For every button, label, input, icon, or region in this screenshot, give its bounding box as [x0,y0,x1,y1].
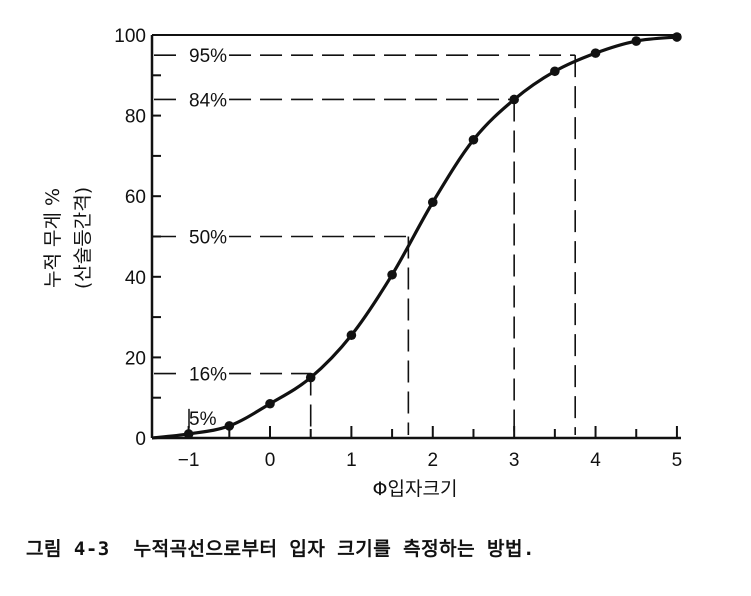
data-point [387,269,397,280]
data-point [468,134,479,145]
data-point [305,372,316,383]
y-tick-label: 80 [125,107,146,128]
axis-labels: 0 20 40 60 80 100 −1 0 1 2 3 4 5 5% 16% 50% 84% 95% [114,26,682,471]
y-axis-title: 누적 무게 % (산술등간격) [42,187,94,289]
x-tick-label: 5 [672,450,683,471]
data-point [550,66,560,77]
percentile-label: 84% [189,90,227,111]
data-point [183,429,194,439]
x-tick-label: 4 [590,450,601,471]
y-axis-title-line2: (산술등간격) [72,187,94,289]
data-point [590,48,601,58]
x-tick-label: 0 [265,450,276,471]
figure-caption: 그림 4-3 누적곡선으로부터 입자 크기를 측정하는 방법. [26,538,535,560]
y-tick-label: 0 [135,429,146,450]
data-point [631,36,642,46]
percentile-label: 5% [189,409,217,430]
data-series [151,32,682,440]
data-point [509,94,519,105]
x-axis-title: Φ입자크기 [373,478,458,500]
x-tick-label: 3 [509,450,520,471]
y-tick-label: 20 [125,348,146,369]
cumulative-curve [151,35,678,440]
percentile-label: 16% [189,365,227,386]
y-tick-label: 40 [125,268,146,289]
data-point [265,398,275,409]
data-point [427,197,438,208]
x-tick-label: −1 [178,450,200,471]
x-tick-label: 1 [346,450,357,471]
cumulative-curve-chart: 0 20 40 60 80 100 −1 0 1 2 3 4 5 5% 16% 50% 84% 95% Φ입자크기… [42,26,682,500]
data-point [224,421,235,431]
annotation-lines [154,54,577,435]
data-point [672,32,682,42]
y-tick-label: 100 [114,26,146,47]
y-axis-title-line1: 누적 무게 % [42,188,64,288]
x-tick-label: 2 [427,450,438,471]
percentile-label: 50% [189,228,227,249]
percentile-label: 95% [189,46,227,67]
data-point [346,330,357,341]
y-tick-label: 60 [125,187,146,208]
